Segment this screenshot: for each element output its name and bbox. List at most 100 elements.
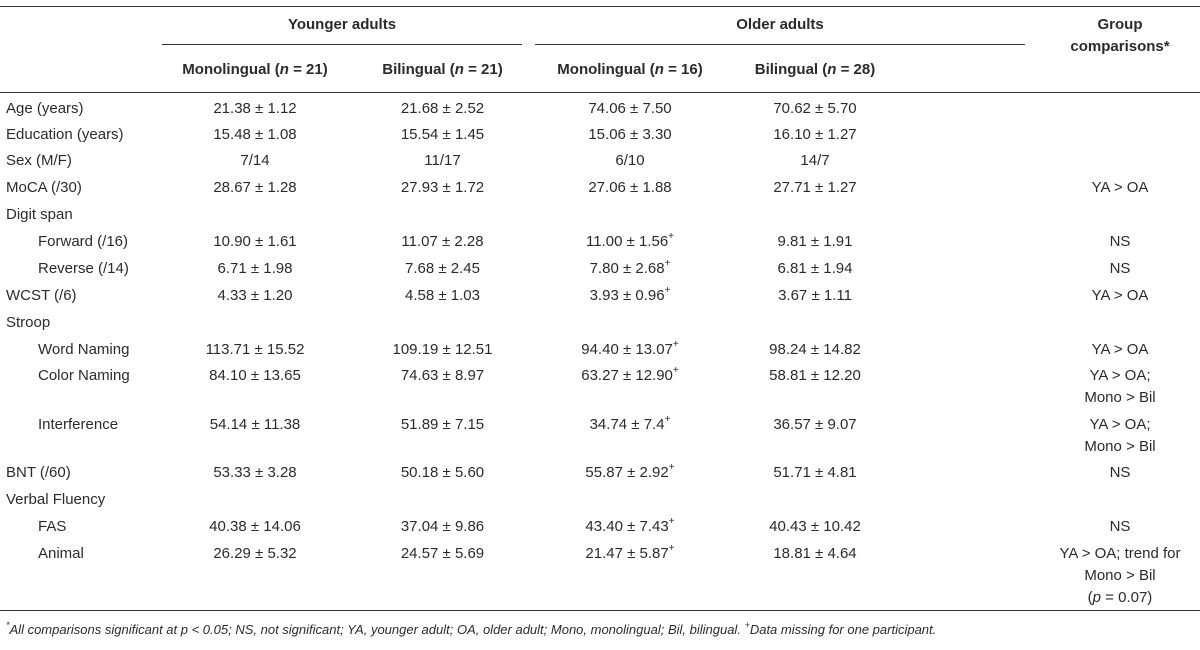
cell-group-comparison: YA > OA <box>1091 341 1149 358</box>
cell-group-comparison: YA > OA; <box>1089 367 1151 384</box>
cell-value: 51.71 ± 4.81 <box>773 464 857 481</box>
cell-value: 3.67 ± 1.11 <box>778 287 852 304</box>
cell-value: 9.81 ± 1.91 <box>777 233 853 250</box>
cell-group-comparison: (p = 0.07) <box>1087 589 1153 606</box>
cell-value: 11/17 <box>424 152 461 169</box>
cell-older-bilingual: 98.24 ± 14.82 <box>735 341 895 359</box>
cell-younger-monolingual: 7/14 <box>165 152 345 170</box>
row-label: Animal <box>38 545 84 562</box>
cell-value: 55.87 ± 2.92 <box>585 464 669 481</box>
cell-value: 27.71 ± 1.27 <box>773 179 857 196</box>
cell-older-monolingual: 7.80 ± 2.68+ <box>540 259 720 278</box>
cell-younger-monolingual: 113.71 ± 15.52 <box>165 341 345 359</box>
cell-value: 10.90 ± 1.61 <box>213 233 297 250</box>
cell-value: 84.10 ± 13.65 <box>209 367 301 384</box>
column-header-older-monolingual: Monolingual (n = 16) <box>557 61 703 78</box>
row-label: Education (years) <box>6 126 124 143</box>
cell-value: 3.93 ± 0.96 <box>589 287 665 304</box>
cell-value: 7/14 <box>240 152 270 169</box>
cell-older-bilingual: 36.57 ± 9.07 <box>735 416 895 434</box>
cell-value: 15.54 ± 1.45 <box>400 126 485 143</box>
row-label: FAS <box>38 518 67 535</box>
cell-younger-monolingual: 40.38 ± 14.06 <box>165 518 345 536</box>
cell-younger-bilingual: 24.57 ± 5.69 <box>355 545 530 563</box>
cell-older-monolingual: 94.40 ± 13.07+ <box>540 339 720 359</box>
cell-group-comparison: Mono > Bil <box>1084 567 1156 584</box>
cell-value: 21.47 ± 5.87 <box>585 545 669 562</box>
cell-older-monolingual: 6/10 <box>540 152 720 170</box>
cell-value: 11.00 ± 1.56 <box>585 233 669 250</box>
cell-value: 37.04 ± 9.86 <box>400 518 485 535</box>
cell-younger-bilingual: 74.63 ± 8.97 <box>355 367 530 385</box>
cell-value: 21.68 ± 2.52 <box>400 100 485 117</box>
group-header-older: Older adults <box>736 16 824 33</box>
cell-value: 58.81 ± 12.20 <box>769 367 861 384</box>
cell-older-monolingual: 21.47 ± 5.87+ <box>540 543 720 563</box>
cell-value: 40.43 ± 10.42 <box>769 518 861 535</box>
group-comparisons-header-line1: Group <box>1097 16 1143 33</box>
cell-older-monolingual: 34.74 ± 7.4+ <box>540 415 720 434</box>
row-label: Color Naming <box>38 367 130 384</box>
cell-value: 40.38 ± 14.06 <box>209 518 301 535</box>
cell-younger-bilingual: 11.07 ± 2.28 <box>355 233 530 251</box>
cell-value: 70.62 ± 5.70 <box>773 100 857 117</box>
cell-group-comparison: YA > OA; trend for <box>1059 545 1181 562</box>
cell-younger-bilingual: 27.93 ± 1.72 <box>355 179 530 197</box>
cell-younger-monolingual: 15.48 ± 1.08 <box>165 126 345 144</box>
cell-value: 98.24 ± 14.82 <box>769 341 861 358</box>
cell-younger-monolingual: 84.10 ± 13.65 <box>165 367 345 385</box>
cell-value: 21.38 ± 1.12 <box>213 100 297 117</box>
younger-group-rule <box>162 44 522 45</box>
cell-value: 6/10 <box>615 152 645 169</box>
cell-older-monolingual: 11.00 ± 1.56+ <box>540 231 720 251</box>
footnote-plus-text: Data missing for one participant. <box>749 622 937 637</box>
column-header-older-bilingual: Bilingual (n = 28) <box>754 61 876 78</box>
cell-older-monolingual: 43.40 ± 7.43+ <box>540 516 720 536</box>
missing-data-marker: + <box>668 231 675 242</box>
cell-older-monolingual: 15.06 ± 3.30 <box>540 126 720 144</box>
row-label: BNT (/60) <box>6 464 71 481</box>
cell-group-comparison: Mono > Bil <box>1084 438 1156 455</box>
cell-older-bilingual: 9.81 ± 1.91 <box>735 233 895 251</box>
cell-value: 24.57 ± 5.69 <box>400 545 485 562</box>
cell-younger-monolingual: 4.33 ± 1.20 <box>165 287 345 305</box>
cell-older-monolingual: 55.87 ± 2.92+ <box>540 463 720 482</box>
cell-group-comparison: Mono > Bil <box>1084 389 1156 406</box>
cell-younger-bilingual: 4.58 ± 1.03 <box>355 287 530 305</box>
cell-younger-monolingual: 10.90 ± 1.61 <box>165 233 345 251</box>
cell-value: 113.71 ± 15.52 <box>205 341 305 358</box>
cell-younger-bilingual: 15.54 ± 1.45 <box>355 126 530 144</box>
row-label: WCST (/6) <box>6 287 77 304</box>
cell-older-monolingual: 63.27 ± 12.90+ <box>540 366 720 385</box>
row-label: Age (years) <box>6 100 84 117</box>
row-label: Stroop <box>6 314 51 331</box>
cell-younger-bilingual: 51.89 ± 7.15 <box>355 416 530 434</box>
cell-value: 15.06 ± 3.30 <box>588 126 672 143</box>
cell-value: 28.67 ± 1.28 <box>213 179 297 196</box>
cell-younger-monolingual: 26.29 ± 5.32 <box>165 545 345 563</box>
group-comparisons-header-line2: comparisons* <box>1070 38 1170 55</box>
cell-younger-monolingual: 21.38 ± 1.12 <box>165 100 345 118</box>
missing-data-marker: + <box>668 543 675 554</box>
cell-value: 94.40 ± 13.07 <box>581 341 673 358</box>
group-header-younger: Younger adults <box>287 16 397 33</box>
cell-older-monolingual: 74.06 ± 7.50 <box>540 100 720 118</box>
column-header-younger-monolingual: Monolingual (n = 21) <box>182 61 328 78</box>
cell-older-bilingual: 70.62 ± 5.70 <box>735 100 895 118</box>
cell-older-bilingual: 3.67 ± 1.11 <box>735 287 895 305</box>
missing-data-marker: + <box>672 339 679 350</box>
cell-older-bilingual: 16.10 ± 1.27 <box>735 126 895 144</box>
cell-value: 11.07 ± 2.28 <box>401 233 484 250</box>
cell-value: 50.18 ± 5.60 <box>400 464 485 481</box>
cell-value: 34.74 ± 7.4 <box>589 416 665 433</box>
cell-value: 74.63 ± 8.97 <box>400 367 485 384</box>
footnote-star: * <box>6 619 10 630</box>
cell-group-comparison: YA > OA <box>1091 287 1149 304</box>
cell-value: 15.48 ± 1.08 <box>213 126 297 143</box>
missing-data-marker: + <box>668 516 675 527</box>
cell-older-monolingual: 27.06 ± 1.88 <box>540 179 720 197</box>
row-label: Word Naming <box>38 341 130 358</box>
cell-value: 51.89 ± 7.15 <box>400 416 485 433</box>
cell-value: 109.19 ± 12.51 <box>392 341 493 358</box>
cell-value: 4.58 ± 1.03 <box>405 287 480 304</box>
